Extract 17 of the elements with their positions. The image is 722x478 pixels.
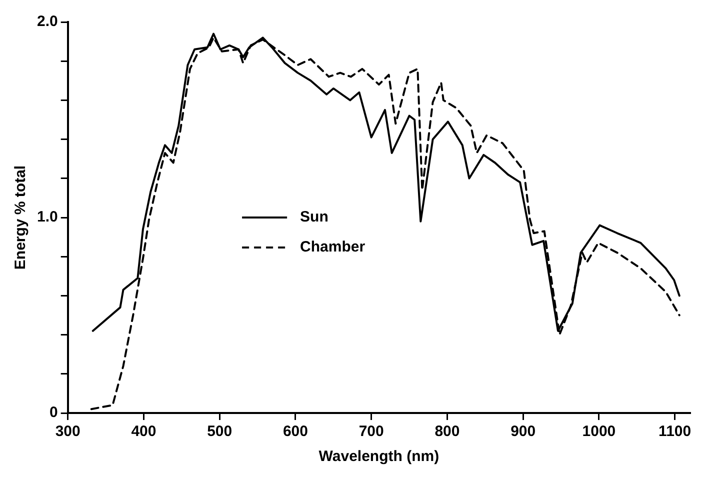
y-axis-title: Energy % total <box>12 165 30 270</box>
x-tick-label: 900 <box>510 423 536 440</box>
x-tick-label: 1100 <box>658 423 692 440</box>
y-tick-label: 2.0 <box>36 13 58 30</box>
y-tick-label: 1.0 <box>36 208 58 226</box>
x-tick-label: 800 <box>434 423 460 440</box>
legend-label: Chamber <box>300 238 366 256</box>
x-axis-title: Wavelength (nm) <box>318 448 440 466</box>
legend-label: Sun <box>300 208 328 226</box>
x-tick-label: 600 <box>282 423 308 440</box>
x-tick-label: 700 <box>358 423 384 440</box>
y-tick-label: 0 <box>50 404 58 422</box>
x-tick-label: 1000 <box>582 423 616 440</box>
x-tick-label: 500 <box>207 423 232 440</box>
x-tick-label: 300 <box>55 423 80 440</box>
line-series <box>90 36 680 410</box>
x-tick-label: 400 <box>131 423 156 440</box>
